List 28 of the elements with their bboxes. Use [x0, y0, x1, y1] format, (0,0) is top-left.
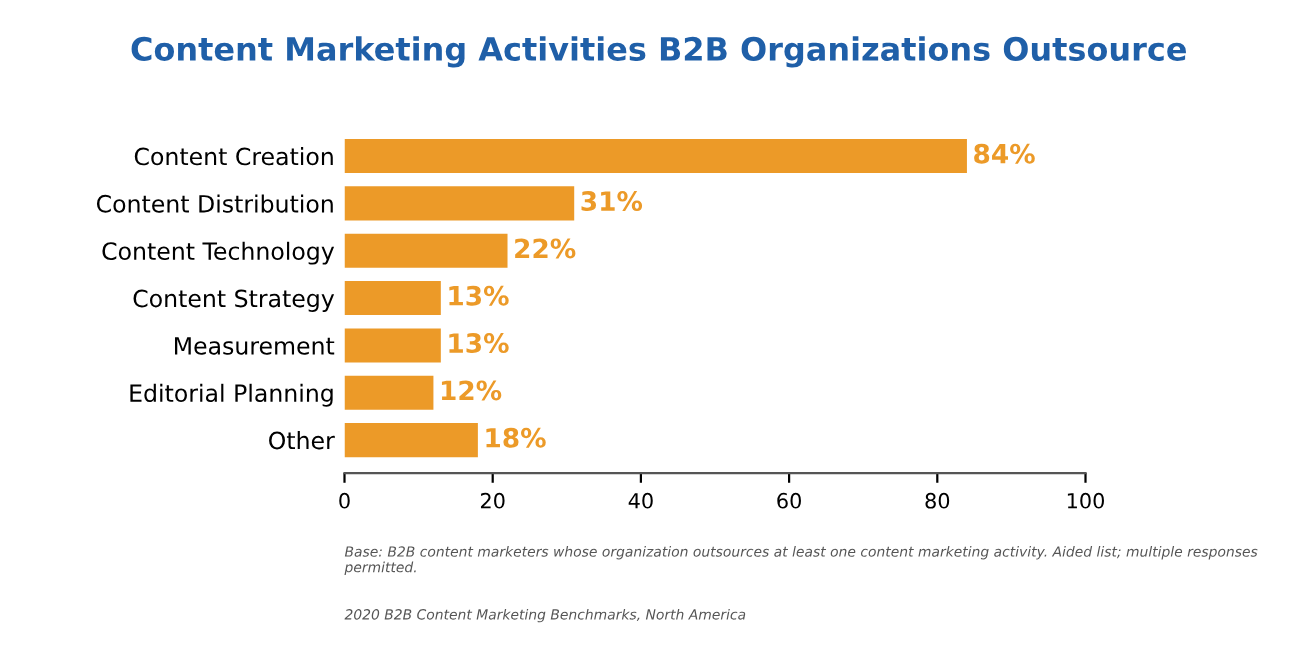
- data-label: 18%: [486, 427, 546, 448]
- y-tick-label: Content Strategy: [133, 289, 335, 312]
- y-tick-label: Other: [269, 431, 335, 450]
- x-tick-label: 0: [339, 492, 350, 509]
- bar: [344, 423, 478, 458]
- y-tick-label: Content Creation: [134, 147, 333, 166]
- chart-title: Content Marketing Activities B2B Organizations Outsource: [131, 36, 1186, 68]
- data-label: 22%: [515, 238, 576, 259]
- data-label: 84%: [974, 143, 1035, 164]
- x-tick-label: 100: [1067, 492, 1104, 509]
- data-label: 12%: [441, 380, 502, 401]
- x-tick-label: 60: [777, 492, 801, 509]
- bar: [344, 328, 441, 363]
- data-label: 31%: [581, 191, 643, 212]
- bar: [344, 233, 508, 268]
- x-tick-label: 80: [925, 492, 950, 509]
- y-tick-label: Editorial Planning: [130, 383, 333, 407]
- y-tick-label: Measurement: [175, 337, 335, 355]
- bar: [344, 139, 967, 174]
- data-label: 13%: [449, 333, 509, 354]
- bar: [344, 186, 575, 221]
- bar: [344, 281, 441, 316]
- x-tick-label: 40: [628, 492, 653, 509]
- bar: [344, 375, 434, 410]
- y-tick-label: Content Technology: [102, 241, 335, 265]
- y-tick-label: Content Distribution: [96, 194, 333, 213]
- x-tick-label: 20: [480, 492, 505, 509]
- data-label: 13%: [449, 285, 509, 306]
